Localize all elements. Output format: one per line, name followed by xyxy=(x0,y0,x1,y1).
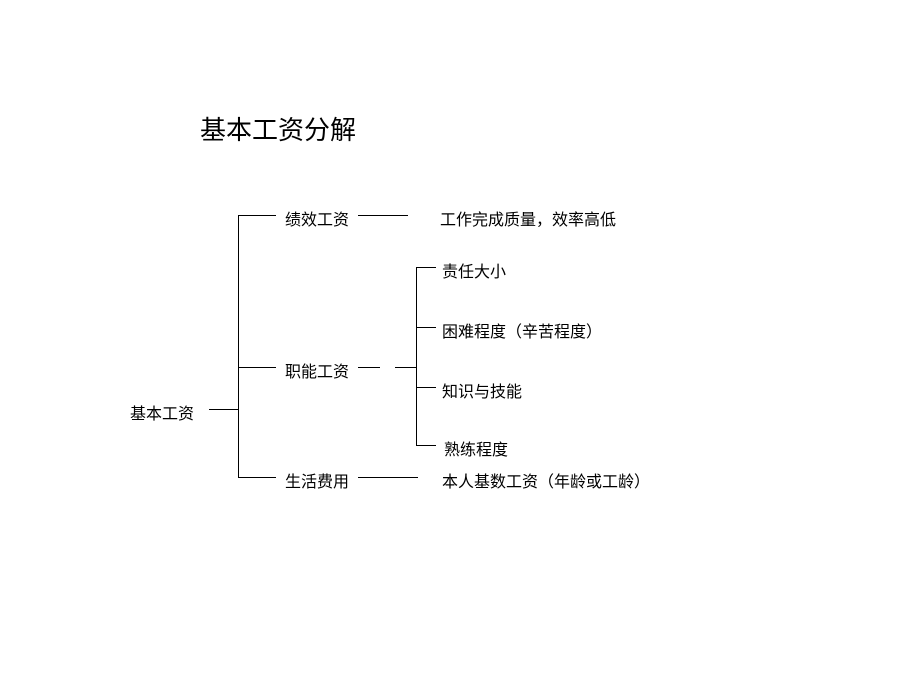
connector-line xyxy=(238,215,239,477)
tree-node-n3: 生活费用 xyxy=(285,468,349,492)
connector-line xyxy=(416,267,436,268)
connector-line xyxy=(416,327,436,328)
connector-line xyxy=(358,477,418,478)
tree-node-n2b: 困难程度（辛苦程度） xyxy=(442,318,602,342)
connector-line xyxy=(238,215,276,216)
connector-line xyxy=(238,477,276,478)
tree-node-n1a: 工作完成质量，效率高低 xyxy=(440,206,616,230)
connector-line xyxy=(358,215,408,216)
connector-line xyxy=(358,367,380,368)
tree-node-n2: 职能工资 xyxy=(285,358,349,382)
tree-node-n1: 绩效工资 xyxy=(285,206,349,230)
connector-line xyxy=(416,445,436,446)
diagram-title: 基本工资分解 xyxy=(200,110,356,147)
connector-line xyxy=(416,267,417,446)
connector-line xyxy=(416,387,436,388)
tree-node-root: 基本工资 xyxy=(130,400,194,424)
connector-line xyxy=(209,409,239,410)
connector-line xyxy=(238,367,276,368)
tree-node-n2d: 熟练程度 xyxy=(444,436,508,460)
tree-node-n2a: 责任大小 xyxy=(442,258,506,282)
tree-node-n2c: 知识与技能 xyxy=(442,378,522,402)
tree-node-n3a: 本人基数工资（年龄或工龄） xyxy=(442,468,650,492)
connector-line xyxy=(395,367,417,368)
